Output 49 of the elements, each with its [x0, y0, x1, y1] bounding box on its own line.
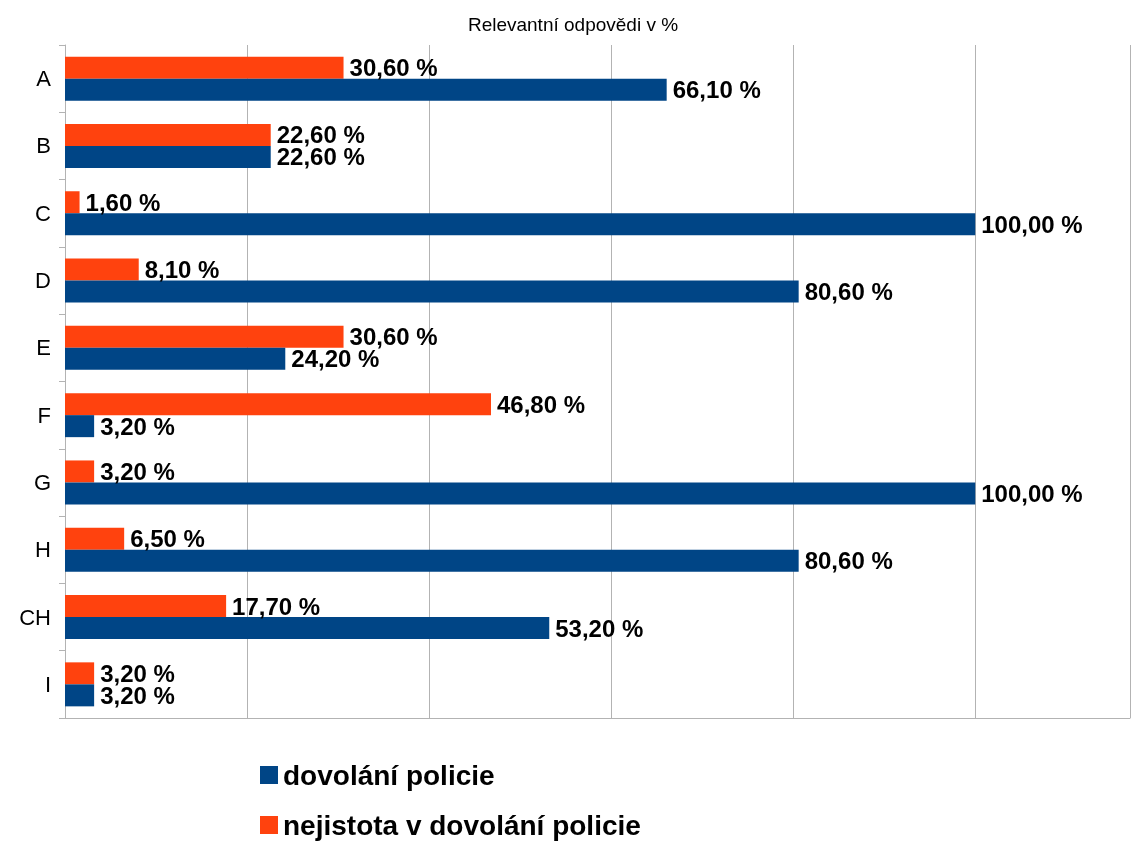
bar: [65, 617, 550, 640]
bar: [65, 460, 95, 483]
bar: [65, 527, 125, 550]
data-label: 66,10 %: [672, 76, 761, 104]
y-tick-label: H: [35, 537, 51, 563]
y-tick-label: C: [35, 200, 52, 226]
legend-label: dovolání policie: [283, 759, 495, 791]
y-tick-label: E: [36, 335, 51, 361]
y-tick-label: I: [44, 671, 51, 697]
y-tick-label: D: [35, 268, 51, 294]
bar: [65, 280, 799, 303]
bar: [65, 393, 491, 416]
data-label: 6,50 %: [130, 525, 205, 553]
data-label: 53,20 %: [555, 614, 644, 642]
y-tick-label: A: [36, 66, 52, 92]
bar: [65, 684, 95, 707]
data-label: 22,60 %: [276, 121, 365, 149]
data-label: 8,10 %: [144, 256, 220, 284]
bar: [65, 347, 286, 370]
bar: [65, 191, 80, 214]
data-label: 17,70 %: [232, 592, 321, 620]
bar: [65, 595, 227, 618]
y-tick-label: B: [36, 133, 51, 159]
bar: [65, 662, 95, 685]
data-label: 30,60 %: [349, 323, 438, 351]
data-label: 30,60 %: [349, 54, 438, 82]
y-tick-label: F: [37, 402, 51, 428]
bar: [65, 415, 95, 438]
bar: [65, 258, 139, 281]
data-label: 80,60 %: [804, 278, 893, 306]
data-label: 1,60 %: [85, 188, 161, 216]
legend-label: nejistota v dovolání policie: [283, 809, 641, 841]
bar: [65, 123, 271, 146]
bar: [65, 213, 976, 236]
data-label: 3,20 %: [100, 457, 175, 485]
data-label: 100,00 %: [981, 210, 1083, 238]
y-tick-label: G: [33, 469, 51, 495]
data-label: 3,20 %: [100, 412, 175, 440]
data-label: 100,00 %: [981, 479, 1083, 507]
bar: [65, 325, 344, 348]
data-label: 80,60 %: [804, 547, 893, 575]
bar: [65, 549, 799, 572]
bar: [65, 482, 976, 505]
bar: [65, 145, 271, 168]
chart-title: Relevantní odpovědi v %: [467, 14, 679, 35]
bar: [65, 78, 667, 101]
bar: [65, 56, 344, 79]
data-label: 46,80 %: [497, 390, 586, 418]
y-tick-label: CH: [19, 604, 51, 630]
